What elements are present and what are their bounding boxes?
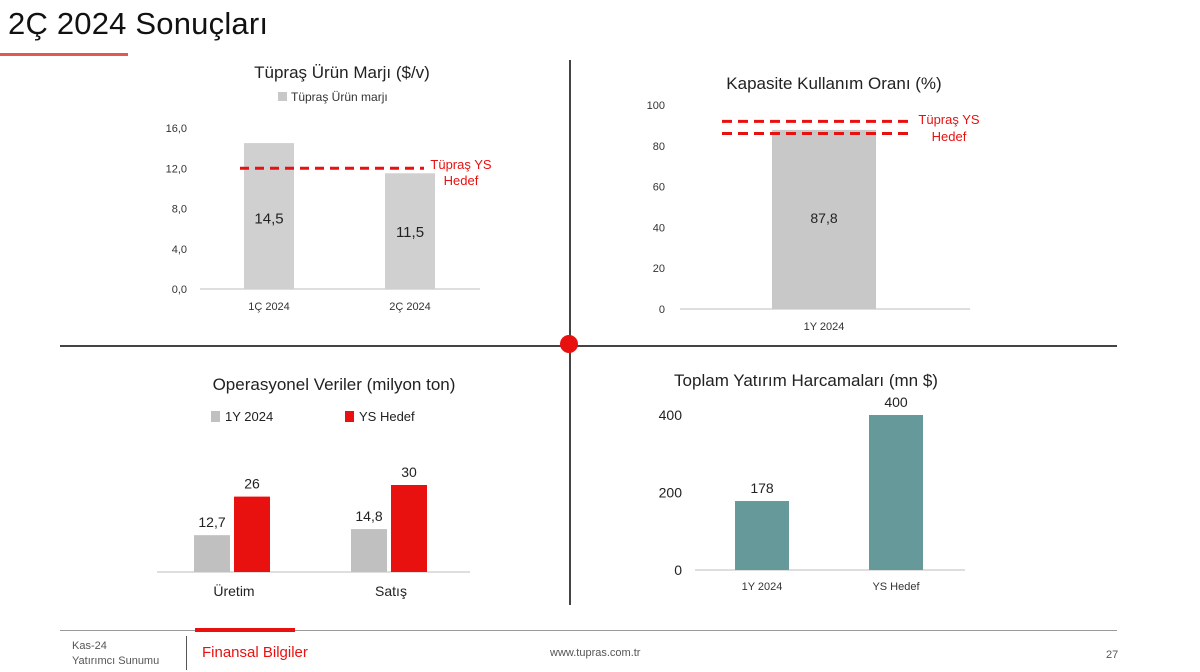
x-tick-label: 1Ç 2024: [248, 301, 290, 313]
target-label: Tüpraş YS: [430, 157, 492, 172]
y-tick-label: 20: [653, 263, 665, 275]
x-tick-label: Satış: [375, 583, 407, 599]
target-label: Hedef: [932, 129, 967, 144]
bar: [735, 501, 789, 570]
footer-section-title: Finansal Bilgiler: [202, 644, 308, 661]
y-tick-label: 16,0: [166, 123, 187, 135]
bar: [351, 529, 387, 572]
legend-label: Tüpraş Ürün marjı: [291, 90, 388, 104]
target-label: Hedef: [444, 173, 479, 188]
bar: [194, 535, 230, 572]
x-tick-label: 1Y 2024: [804, 321, 845, 333]
data-label: 12,7: [198, 514, 225, 530]
y-tick-label: 0: [659, 304, 665, 316]
footer-accent-bar: [195, 628, 295, 632]
bar: [772, 129, 876, 309]
bar: [385, 173, 435, 289]
page-title: 2Ç 2024 Sonuçları: [8, 6, 269, 41]
bar: [869, 415, 923, 570]
y-tick-label: 200: [659, 485, 683, 501]
chart-title: Operasyonel Veriler (milyon ton): [213, 375, 456, 394]
bar: [391, 485, 427, 572]
legend-label-target: YS Hedef: [359, 409, 415, 424]
y-tick-label: 100: [647, 100, 665, 112]
data-label: 87,8: [810, 210, 837, 226]
footer-date: Kas-24: [72, 640, 107, 652]
x-tick-label: YS Hedef: [872, 581, 920, 593]
data-label: 11,5: [396, 224, 424, 241]
chart-title: Kapasite Kullanım Oranı (%): [726, 74, 941, 93]
y-tick-label: 0: [674, 562, 682, 578]
data-label: 30: [401, 464, 417, 480]
data-label: 400: [884, 394, 908, 410]
footer-separator: [186, 636, 187, 670]
y-tick-label: 40: [653, 222, 665, 234]
footer-url[interactable]: www.tupras.com.tr: [550, 647, 641, 659]
data-label: 178: [750, 480, 774, 496]
y-tick-label: 12,0: [166, 163, 187, 175]
legend-swatch-target: [345, 411, 354, 422]
data-label: 26: [244, 476, 260, 492]
footer-subtitle: Yatırımcı Sunumu: [72, 655, 160, 667]
chart-title: Toplam Yatırım Harcamaları (mn $): [674, 371, 938, 390]
x-tick-label: Üretim: [213, 582, 254, 599]
center-dot: [560, 335, 578, 353]
y-tick-label: 60: [653, 182, 665, 194]
quadrant-divider-vertical: [569, 60, 571, 605]
y-tick-label: 8,0: [172, 204, 187, 216]
data-label: 14,8: [355, 508, 382, 524]
y-tick-label: 0,0: [172, 284, 187, 296]
data-label: 14,5: [254, 210, 283, 227]
footer-page-number: 27: [1106, 649, 1119, 661]
legend-swatch-1y: [211, 411, 220, 422]
footer-line: [60, 630, 1117, 631]
chart-title: Tüpraş Ürün Marjı ($/v): [254, 63, 430, 82]
quadrant-divider-horizontal: [60, 345, 1117, 347]
legend-label-1y: 1Y 2024: [225, 409, 273, 424]
target-label: Tüpraş YS: [918, 112, 980, 127]
legend-swatch: [278, 92, 287, 101]
bar: [234, 496, 270, 572]
x-tick-label: 1Y 2024: [742, 581, 783, 593]
y-tick-label: 400: [659, 407, 683, 423]
y-tick-label: 4,0: [172, 244, 187, 256]
x-tick-label: 2Ç 2024: [389, 301, 431, 313]
title-underline: [0, 53, 128, 56]
y-tick-label: 80: [653, 141, 665, 153]
